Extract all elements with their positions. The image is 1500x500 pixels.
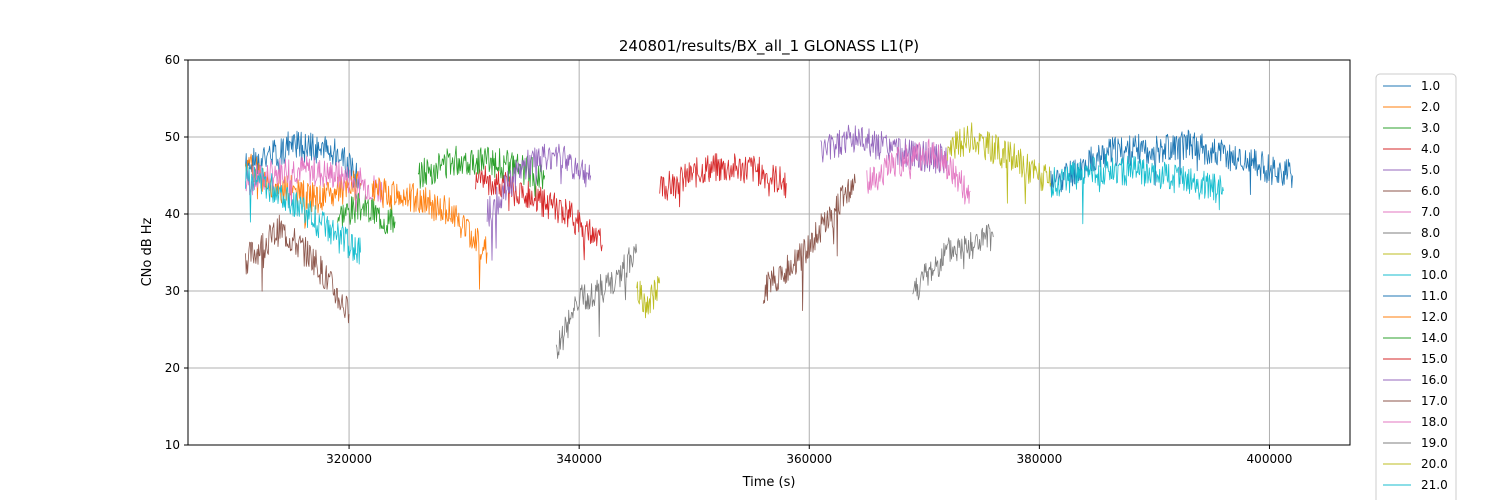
series-line-12.0	[371, 177, 488, 290]
legend-label: 9.0	[1421, 247, 1440, 261]
y-tick-label: 30	[165, 284, 180, 298]
legend-label: 3.0	[1421, 121, 1440, 135]
series-line-18.0	[866, 138, 971, 205]
series-line-8.0	[912, 223, 994, 301]
series-line-11.0	[1050, 129, 1293, 196]
y-tick-label: 20	[165, 361, 180, 375]
series-line-7.0	[245, 155, 384, 212]
series-line-15.0	[659, 153, 787, 208]
series-line-20.0	[636, 276, 661, 319]
x-tick-label: 400000	[1247, 452, 1293, 466]
series-line-21.0	[1050, 153, 1224, 225]
legend-label: 2.0	[1421, 100, 1440, 114]
legend-label: 6.0	[1421, 184, 1440, 198]
y-axis-label: CNo dB Hz	[140, 217, 155, 286]
legend: 1.0 2.0 3.0 4.0 5.0 6.0 7.0 8.0 9.0 10.0 11.0 12.0 1…	[1375, 73, 1457, 500]
x-tick-label: 360000	[786, 452, 832, 466]
legend-frame	[1375, 73, 1457, 500]
legend-label: 8.0	[1421, 226, 1440, 240]
y-tick-label: 50	[165, 130, 180, 144]
legend-label: 5.0	[1421, 163, 1440, 177]
series-line-6.0	[245, 214, 350, 324]
y-tick-label: 40	[165, 207, 180, 221]
series-line-9.0	[946, 122, 1052, 205]
legend-label: 10.0	[1421, 268, 1448, 282]
series-line-4.0	[475, 165, 603, 261]
axis-ticks: 320000 340000 360000 380000 400000 10 20 30 40 50…	[165, 53, 1293, 466]
x-axis-label: Time (s)	[742, 475, 796, 490]
series-line-17.0	[762, 173, 856, 311]
y-tick-label: 10	[165, 438, 180, 452]
series-line-5.0	[820, 124, 948, 174]
legend-label: 20.0	[1421, 457, 1448, 471]
series-line-10.0	[245, 163, 361, 265]
legend-label: 15.0	[1421, 352, 1448, 366]
legend-label: 19.0	[1421, 436, 1448, 450]
legend-label: 18.0	[1421, 415, 1448, 429]
legend-label: 16.0	[1421, 373, 1448, 387]
legend-label: 12.0	[1421, 310, 1448, 324]
series-line-19.0	[555, 243, 638, 359]
legend-label: 11.0	[1421, 289, 1448, 303]
legend-label: 1.0	[1421, 79, 1440, 93]
y-tick-label: 60	[165, 53, 180, 67]
series-line-3.0	[337, 192, 396, 235]
series-line-16.0	[486, 143, 592, 261]
x-tick-label: 380000	[1016, 452, 1062, 466]
series-line-14.0	[417, 145, 546, 197]
plot-frame	[187, 59, 1351, 446]
series-lines	[245, 122, 1293, 359]
x-tick-label: 320000	[326, 452, 372, 466]
series-line-1.0	[245, 130, 361, 190]
legend-label: 14.0	[1421, 331, 1448, 345]
legend-label: 4.0	[1421, 142, 1440, 156]
legend-label: 17.0	[1421, 394, 1448, 408]
x-tick-label: 340000	[556, 452, 602, 466]
legend-label: 7.0	[1421, 205, 1440, 219]
chart-title: 240801/results/BX_all_1 GLONASS L1(P)	[619, 37, 919, 56]
legend-label: 21.0	[1421, 478, 1448, 492]
